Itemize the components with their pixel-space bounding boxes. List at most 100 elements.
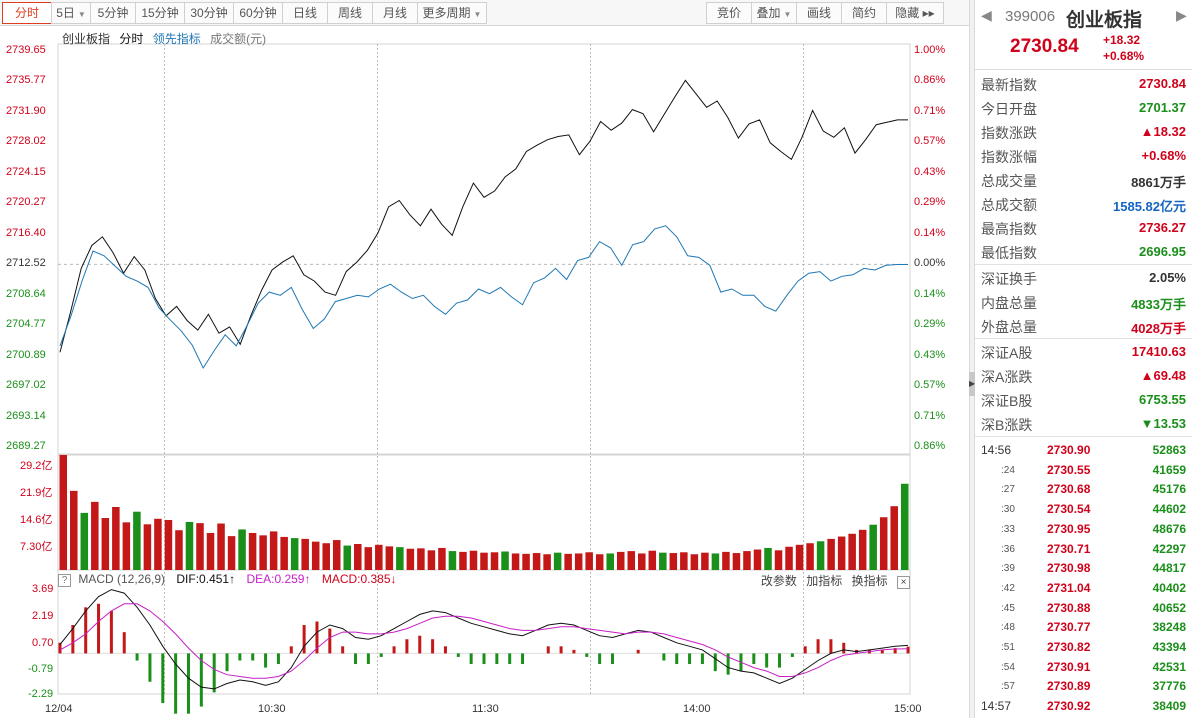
volume-bar [91,501,99,570]
help-icon[interactable]: ? [58,574,71,587]
time-tick-label: 12/04 [45,703,73,715]
period-button-label: 60分钟 [239,6,277,20]
volume-bar [385,546,394,570]
period-button[interactable]: 5分钟 [90,2,136,24]
volume-bar [848,533,856,570]
volume-bar [595,554,604,570]
stat-row: 最新指数 2730.84 [975,72,1192,96]
period-button[interactable]: 5日 ▼ [51,2,91,24]
percent-tick-label: 0.43% [914,348,946,361]
switch-indicator-button[interactable]: 换指标 [851,574,888,588]
volume-bar [311,541,320,570]
stat-row: 今日开盘 2701.37 [975,96,1192,120]
stat-label: 总成交量 [981,173,1037,189]
volume-bar [564,553,572,570]
price-tick-label: 2700.89 [6,348,46,361]
period-button[interactable]: 30分钟 [184,2,234,24]
price-tick-label: 2697.02 [6,379,46,392]
tick-volume: 42531 [1152,659,1186,674]
close-icon[interactable]: × [897,576,910,589]
tool-button[interactable]: 叠加 ▼ [751,2,797,24]
volume-bar [574,553,583,570]
volume-bar [785,546,793,570]
macd-tick-label: -2.29 [28,688,54,700]
volume-bar [438,547,446,570]
volume-bar [269,531,278,570]
stat-label: 最低指数 [981,245,1037,261]
legend-leading[interactable]: 领先指标 [152,32,201,46]
tick-price: 2730.68 [1047,482,1091,497]
stat-value: 2696.95 [1139,244,1186,259]
stat-value: 2736.27 [1139,220,1186,235]
stat-row: 最高指数 2736.27 [975,216,1192,240]
stat-row: 深证换手 2.05% [975,266,1192,290]
stat-label: 最新指数 [981,77,1037,93]
stat-row: 深证A股 17410.63 [975,340,1192,364]
period-button[interactable]: 月线 [372,2,418,24]
stat-label: 总成交额 [981,197,1037,213]
stat-value: ▲69.48 [1140,368,1186,383]
period-button-label: 5分钟 [97,6,129,20]
tick-price: 2730.91 [1047,659,1091,674]
tick-row: :27 2730.68 45176 [975,479,1192,499]
volume-bar [122,522,131,570]
volume-bar [890,506,898,570]
price-change-pct: +0.68% [1103,49,1145,63]
volume-bar [795,544,804,570]
chart-area[interactable] [0,26,968,718]
price-tick-label: 2728.02 [6,135,46,148]
tick-price: 2730.89 [1047,679,1091,694]
stat-label: 外盘总量 [981,319,1037,335]
volume-bar [343,545,352,570]
panel-splitter[interactable] [969,0,975,718]
prev-arrow-icon[interactable]: ◀ [981,7,992,23]
period-button-label: 30分钟 [190,6,228,20]
tick-time: :54 [1001,661,1015,673]
volume-bar [301,538,309,570]
macd-dif: DIF:0.451↑ [176,572,236,586]
edit-params-button[interactable]: 改参数 [760,574,797,588]
period-button[interactable]: 周线 [327,2,373,24]
volume-bar [774,550,783,570]
tick-row: :51 2730.82 43394 [975,637,1192,657]
add-indicator-button[interactable]: 加指标 [806,574,843,588]
price-tick-label: 2704.77 [6,318,46,331]
tick-price: 2730.90 [1047,443,1091,457]
period-button[interactable]: 更多周期 ▼ [417,2,487,24]
tick-time: 14:56 [981,443,1012,457]
tick-time: :33 [1001,523,1015,535]
tick-price: 2730.92 [1047,699,1091,714]
volume-bar [133,511,141,570]
period-button-label: 周线 [337,6,362,20]
volume-bar [501,551,509,570]
tool-button[interactable]: 隐藏 ▸▸ [886,2,944,24]
tick-time: :27 [1001,484,1015,496]
stat-row: 总成交额 1585.82亿元 [975,192,1192,216]
tool-button[interactable]: 简约 [841,2,887,24]
volume-bar [322,543,330,570]
tick-price: 2730.82 [1047,640,1091,654]
next-arrow-icon[interactable]: ▶ [1176,7,1187,23]
percent-tick-label: 0.71% [914,409,946,422]
period-button[interactable]: 60分钟 [233,2,283,24]
tick-price: 2731.04 [1047,580,1091,595]
time-tick-label: 15:00 [894,703,922,715]
caret-down-icon: ▼ [473,10,482,19]
price-change: +18.32 [1103,33,1141,47]
tool-button[interactable]: 竞价 [706,2,752,24]
tool-button[interactable]: 画线 [796,2,842,24]
caret-down-icon: ▼ [77,10,86,19]
period-button[interactable]: 15分钟 [135,2,185,24]
volume-bar [154,518,162,570]
period-button[interactable]: 分时 [2,2,52,24]
stat-label: 内盘总量 [981,295,1037,311]
tick-volume: 41659 [1152,462,1186,477]
collapse-arrow-icon[interactable]: ▶ [969,372,975,396]
caret-down-icon: ▼ [783,10,792,19]
stat-row: 指数涨跌 ▲18.32 [975,120,1192,144]
volume-bar [837,536,846,570]
volume-bar [427,550,436,570]
stat-row: 内盘总量 4833万手 [975,290,1192,314]
stat-label: 深B涨跌 [981,417,1033,433]
period-button[interactable]: 日线 [282,2,328,24]
